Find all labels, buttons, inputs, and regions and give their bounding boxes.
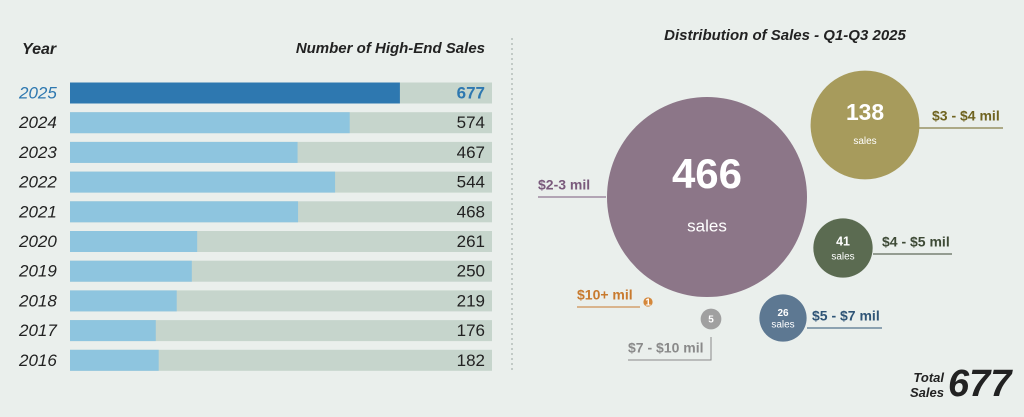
bubble — [643, 297, 653, 307]
value-label: 250 — [457, 262, 485, 281]
year-label: 2022 — [18, 173, 57, 192]
bar — [70, 141, 298, 163]
total-label-line: Total — [913, 370, 944, 385]
bubble-label: $10+ mil — [577, 287, 633, 303]
value-label: 219 — [457, 291, 485, 310]
bubble-label: $3 - $4 mil — [932, 108, 1000, 124]
value-label: 182 — [457, 351, 485, 370]
bubble-value: 41 — [836, 234, 850, 248]
year-label: 2016 — [18, 351, 57, 370]
year-label: 2020 — [18, 232, 57, 251]
value-label: 176 — [457, 321, 485, 340]
bubble-label: $4 - $5 mil — [882, 234, 950, 250]
bubble-label: $5 - $7 mil — [812, 308, 880, 324]
year-label: 2018 — [18, 291, 57, 310]
value-label: 468 — [457, 202, 485, 221]
bar — [70, 260, 192, 282]
bar — [70, 290, 177, 312]
bubble-value: 1 — [645, 298, 651, 309]
bubble — [607, 97, 807, 297]
bar-track — [70, 320, 492, 342]
bubble-unit: sales — [687, 216, 727, 235]
bubble — [700, 308, 722, 330]
category-header: Year — [22, 41, 57, 58]
total-label-line: Sales — [910, 385, 944, 400]
bubble — [813, 218, 873, 278]
bar — [70, 171, 336, 193]
year-label: 2017 — [18, 321, 57, 340]
bubble-value: 466 — [672, 150, 742, 197]
total-value: 677 — [948, 363, 1013, 405]
value-label: 467 — [457, 143, 485, 162]
year-label: 2024 — [18, 113, 57, 132]
bar-track — [70, 349, 492, 371]
label-leader — [628, 337, 712, 361]
chart-title: Distribution of Sales - Q1-Q3 2025 — [664, 27, 906, 44]
value-header: Number of High-End Sales — [296, 40, 485, 57]
value-label: 574 — [457, 113, 485, 132]
year-label: 2023 — [18, 143, 57, 162]
year-label: 2025 — [18, 83, 57, 102]
value-label: 677 — [457, 83, 485, 102]
bubble-unit: sales — [831, 252, 854, 263]
bubble — [810, 70, 920, 180]
year-label: 2021 — [18, 202, 57, 221]
bubble-label: $7 - $10 mil — [628, 340, 704, 356]
bubble-unit: sales — [853, 136, 876, 147]
bubble-unit: sales — [771, 320, 794, 331]
bar — [70, 82, 400, 104]
bar — [70, 201, 299, 223]
bubble-label: $2-3 mil — [538, 177, 590, 193]
bar — [70, 231, 198, 252]
total-label: Total Sales — [910, 370, 944, 400]
bubble-value: 26 — [777, 308, 789, 319]
bubble-value: 138 — [846, 99, 884, 125]
value-label: 261 — [457, 232, 485, 251]
bar — [70, 320, 156, 342]
bubble — [759, 294, 807, 342]
year-label: 2019 — [18, 262, 57, 281]
bubble-value: 5 — [708, 315, 714, 326]
bar — [70, 349, 159, 371]
value-label: 544 — [457, 173, 485, 192]
bar — [70, 112, 350, 134]
